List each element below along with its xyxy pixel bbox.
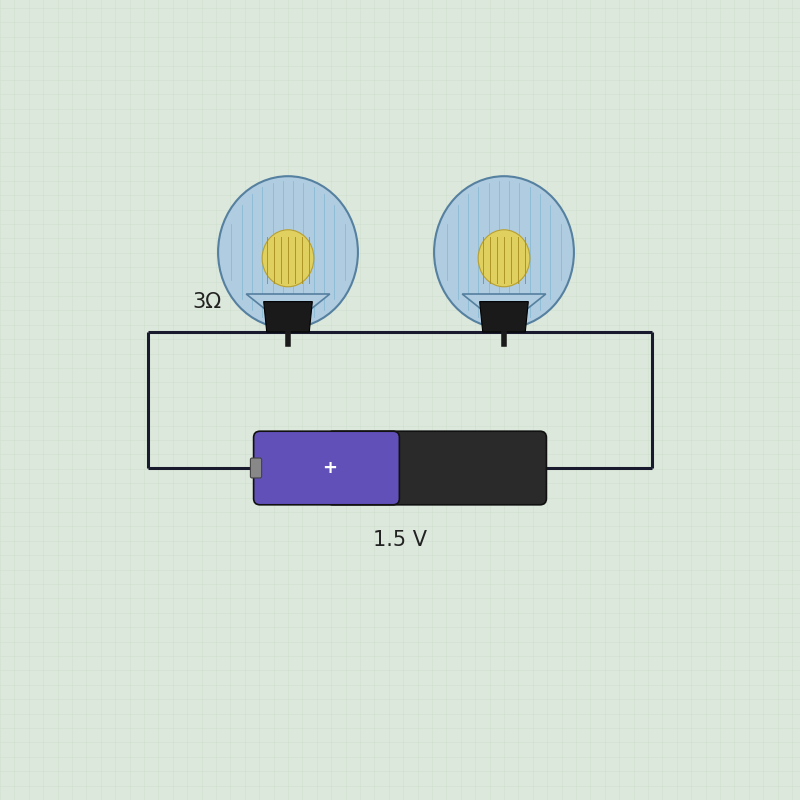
FancyBboxPatch shape bbox=[250, 458, 262, 478]
FancyBboxPatch shape bbox=[326, 431, 546, 505]
Ellipse shape bbox=[218, 176, 358, 328]
Text: +: + bbox=[322, 459, 338, 477]
Polygon shape bbox=[480, 302, 528, 332]
Text: 1.5 V: 1.5 V bbox=[373, 530, 427, 550]
Polygon shape bbox=[462, 294, 546, 310]
Ellipse shape bbox=[434, 176, 574, 328]
Text: 3Ω: 3Ω bbox=[192, 292, 221, 312]
Polygon shape bbox=[246, 294, 330, 310]
Ellipse shape bbox=[478, 230, 530, 286]
FancyBboxPatch shape bbox=[254, 431, 399, 505]
Ellipse shape bbox=[262, 230, 314, 286]
Polygon shape bbox=[264, 302, 312, 332]
